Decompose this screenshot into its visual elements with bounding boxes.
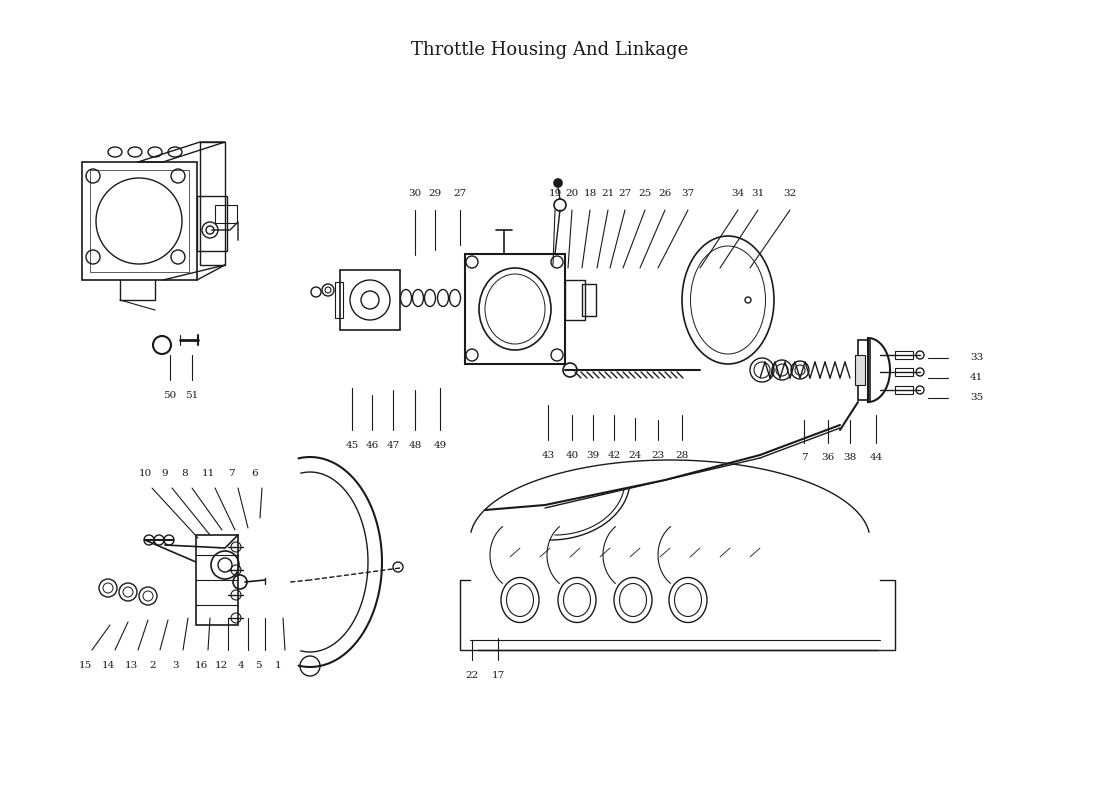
Bar	[855, 355, 865, 385]
Text: 49: 49	[433, 441, 447, 450]
Text: 14: 14	[101, 662, 114, 670]
Text: 42: 42	[607, 450, 620, 459]
Text: 23: 23	[651, 450, 664, 459]
Bar	[82, 162, 197, 280]
Text: 27: 27	[618, 190, 631, 198]
Text: 25: 25	[638, 190, 651, 198]
Text: 39: 39	[586, 450, 600, 459]
Bar	[196, 535, 238, 625]
Text: 18: 18	[583, 190, 596, 198]
Text: 10: 10	[139, 469, 152, 478]
Text: 13: 13	[124, 662, 138, 670]
Bar	[465, 254, 565, 364]
Text: 41: 41	[970, 374, 983, 382]
Text: 46: 46	[365, 441, 378, 450]
Text: 17: 17	[492, 671, 505, 681]
Text: 37: 37	[681, 190, 694, 198]
Text: 51: 51	[186, 390, 199, 399]
Text: 31: 31	[751, 190, 764, 198]
Text: 7: 7	[228, 469, 234, 478]
Text: 9: 9	[162, 469, 168, 478]
Text: 36: 36	[822, 454, 835, 462]
Bar	[340, 270, 400, 330]
Text: 43: 43	[541, 450, 554, 459]
Text: 16: 16	[195, 662, 208, 670]
Text: 2: 2	[150, 662, 156, 670]
Text: 20: 20	[565, 190, 579, 198]
Text: 7: 7	[801, 454, 807, 462]
Text: 33: 33	[970, 354, 983, 362]
Text: 34: 34	[732, 190, 745, 198]
Text: 6: 6	[252, 469, 258, 478]
Bar	[858, 340, 870, 400]
Text: 40: 40	[565, 450, 579, 459]
Text: 32: 32	[783, 190, 796, 198]
Text: 1: 1	[275, 662, 282, 670]
Text: 50: 50	[164, 390, 177, 399]
Bar	[336, 282, 343, 318]
Text: 3: 3	[173, 662, 179, 670]
Text: 38: 38	[844, 454, 857, 462]
Text: 26: 26	[659, 190, 672, 198]
Text: 8: 8	[182, 469, 188, 478]
Text: 24: 24	[628, 450, 641, 459]
Text: 48: 48	[408, 441, 421, 450]
Text: 28: 28	[675, 450, 689, 459]
Text: 11: 11	[201, 469, 214, 478]
Bar	[895, 368, 913, 376]
Text: 21: 21	[602, 190, 615, 198]
Circle shape	[554, 179, 562, 187]
Bar	[565, 280, 585, 320]
Bar	[895, 351, 913, 359]
Text: 5: 5	[255, 662, 262, 670]
Text: 19: 19	[549, 190, 562, 198]
Text: 35: 35	[970, 394, 983, 402]
Bar	[197, 196, 227, 251]
Text: 30: 30	[408, 190, 421, 198]
Text: 27: 27	[453, 190, 466, 198]
Text: 15: 15	[78, 662, 91, 670]
Text: 45: 45	[345, 441, 359, 450]
Text: 47: 47	[386, 441, 399, 450]
Text: 4: 4	[238, 662, 244, 670]
Bar	[582, 284, 596, 316]
Text: Throttle Housing And Linkage: Throttle Housing And Linkage	[411, 41, 689, 59]
Text: 22: 22	[465, 671, 478, 681]
Bar	[90, 170, 189, 272]
Text: 29: 29	[428, 190, 441, 198]
Bar	[214, 205, 236, 223]
Text: 44: 44	[869, 454, 882, 462]
Bar	[895, 386, 913, 394]
Text: 12: 12	[214, 662, 228, 670]
